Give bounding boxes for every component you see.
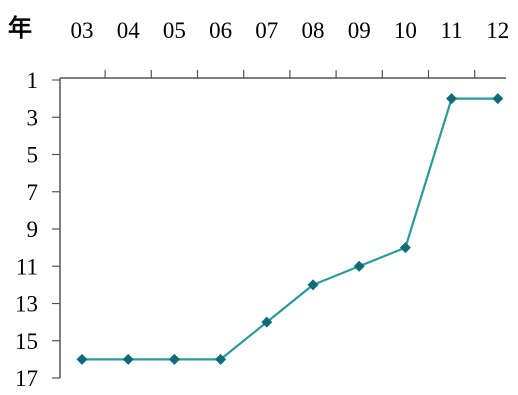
y-tick-label: 1 (27, 68, 39, 93)
x-tick-label: 11 (441, 18, 463, 43)
x-tick-label: 10 (394, 18, 417, 43)
x-tick-label: 09 (348, 18, 371, 43)
y-tick-label: 17 (15, 366, 38, 391)
data-point-marker (446, 93, 458, 105)
y-tick-label: 15 (15, 329, 38, 354)
data-point-marker (122, 353, 134, 365)
y-tick-label: 9 (27, 217, 39, 242)
data-point-marker (261, 316, 273, 328)
y-tick-label: 11 (16, 254, 38, 279)
x-tick-label: 07 (255, 18, 278, 43)
x-tick-label: 04 (117, 18, 141, 43)
x-tick-label: 12 (486, 18, 509, 43)
y-tick-label: 5 (27, 143, 39, 168)
data-point-marker (76, 353, 88, 365)
series-line (82, 97, 498, 361)
y-tick-label: 3 (27, 105, 39, 130)
x-tick-label: 08 (302, 18, 325, 43)
data-point-marker (307, 279, 319, 291)
data-point-marker (353, 260, 365, 272)
x-tick-label: 06 (209, 18, 232, 43)
series-layer (76, 93, 504, 365)
y-tick-label: 7 (27, 180, 39, 205)
x-tick-labels: 03 04 05 06 07 08 09 10 11 12 (71, 18, 510, 43)
data-point-marker (399, 242, 411, 254)
data-point-marker (215, 353, 227, 365)
y-tick-label: 13 (15, 292, 38, 317)
data-point-marker (168, 353, 180, 365)
axes (52, 70, 506, 379)
x-tick-label: 05 (163, 18, 186, 43)
x-tick-label: 03 (71, 18, 94, 43)
x-axis-title: 年 (8, 14, 32, 42)
data-point-marker (492, 93, 504, 105)
